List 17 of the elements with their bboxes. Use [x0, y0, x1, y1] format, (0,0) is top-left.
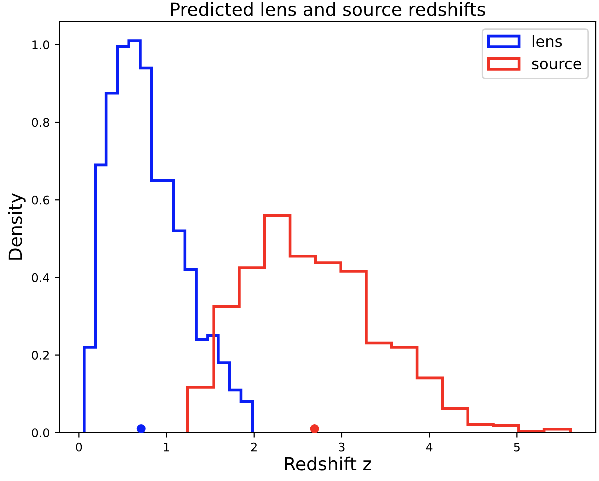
y-tick-label: 0.6	[32, 196, 50, 205]
x-tick-label: 0	[76, 442, 82, 452]
y-tick-label: 0.4	[32, 273, 50, 282]
x-tick-label: 2	[251, 442, 257, 452]
y-tick-label: 1.0	[32, 40, 50, 50]
y-axis-title: Density	[8, 193, 26, 260]
chart-title: Predicted lens and source redshifts	[171, 2, 486, 16]
y-tick-label: 0.2	[32, 351, 49, 360]
x-tick-label: 1	[164, 442, 170, 452]
legend-label: source	[532, 60, 582, 70]
y-tick-label: 0.0	[32, 428, 50, 438]
x-tick-label: 4	[426, 442, 433, 452]
x-tick-label: 3	[339, 442, 345, 452]
x-tick-label: 5	[514, 442, 520, 452]
y-tick-label: 0.8	[32, 118, 50, 128]
x-axis-title: Redshift z	[285, 456, 372, 471]
legend-label: lens	[532, 35, 562, 48]
